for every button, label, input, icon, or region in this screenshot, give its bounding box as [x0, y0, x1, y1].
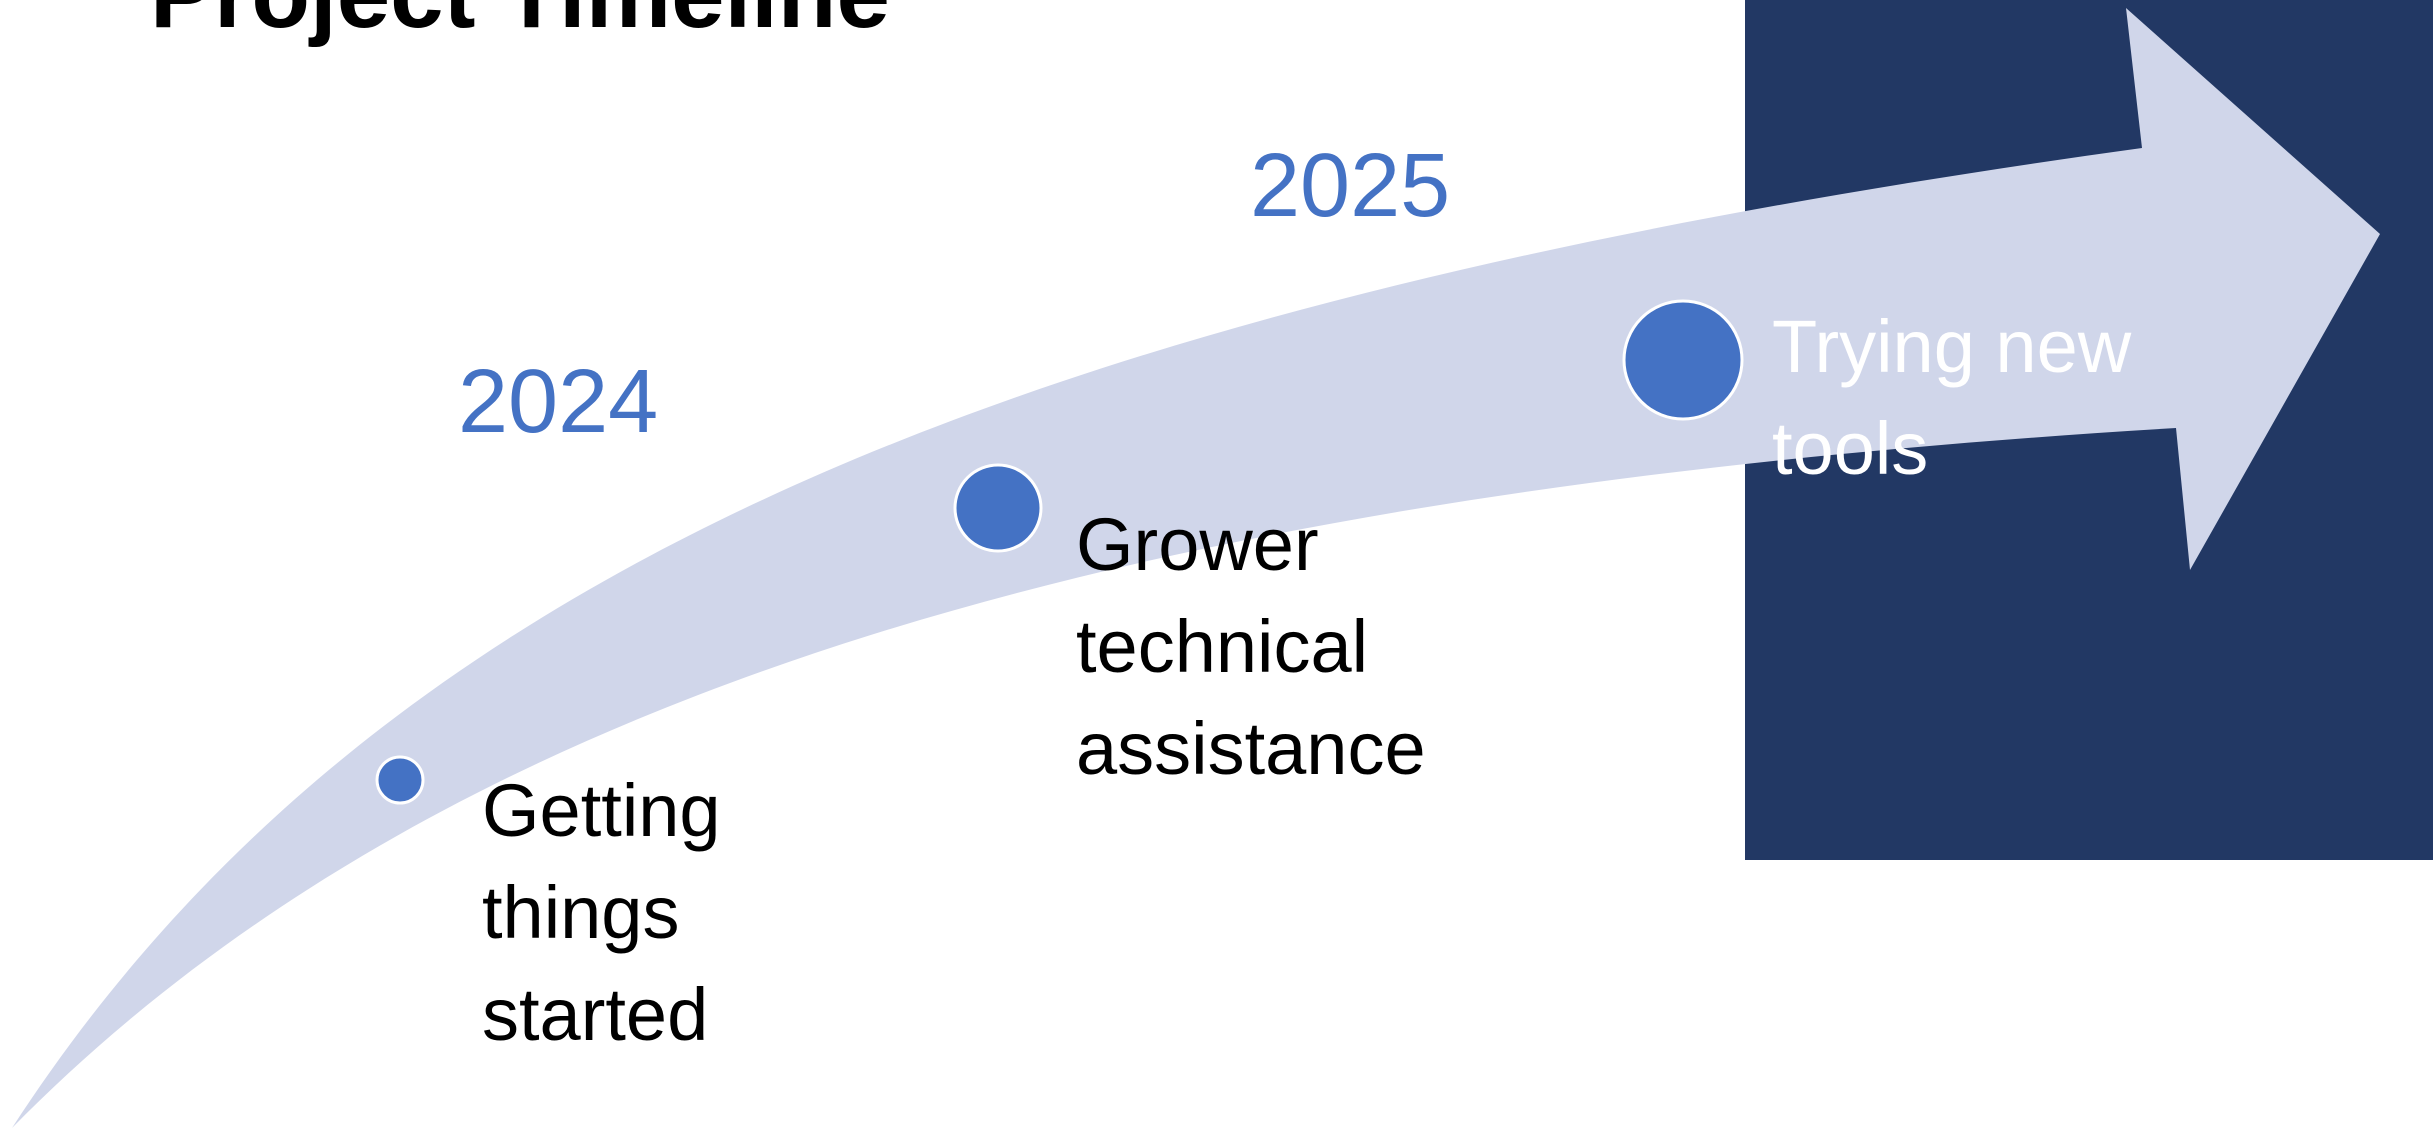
year-label-2025: 2025 — [1250, 136, 1451, 236]
milestone-3-dot — [1622, 299, 1744, 421]
curved-timeline-arrow — [12, 8, 2380, 1128]
milestone-2-dot — [953, 463, 1043, 553]
milestone-2-label: Grower technical assistance — [1076, 503, 1426, 790]
milestone-1-label: Getting things started — [482, 769, 721, 1056]
year-label-2024: 2024 — [458, 352, 659, 452]
milestone-3-label: Trying new tools — [1772, 305, 2132, 490]
slide-title: Project Timeline — [150, 0, 890, 50]
milestone-1-dot — [375, 755, 425, 805]
